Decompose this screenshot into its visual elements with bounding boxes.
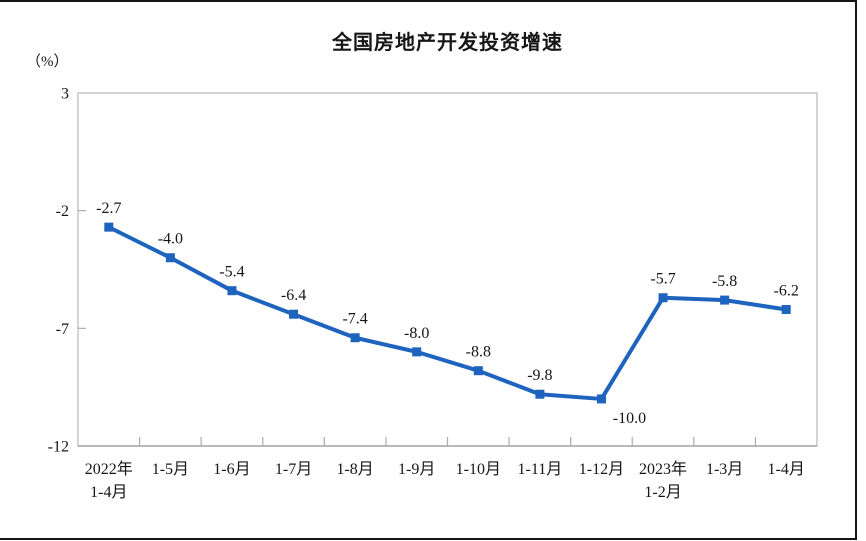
- data-point-marker: [165, 253, 175, 263]
- data-point-marker: [104, 222, 114, 232]
- x-tick-label: 1-4月: [90, 484, 127, 501]
- x-tick-label: 2023年: [639, 460, 687, 478]
- data-point-marker: [781, 305, 791, 315]
- data-point-marker: [596, 394, 606, 404]
- x-tick-label: 1-9月: [398, 461, 435, 478]
- y-axis-unit-label: （%）: [26, 54, 69, 70]
- x-tick-label: 1-4月: [768, 461, 805, 478]
- x-tick-label: 1-2月: [644, 484, 681, 501]
- x-tick-label: 1-12月: [579, 461, 624, 478]
- data-label: -5.8: [712, 273, 737, 290]
- x-tick-label: 1-7月: [275, 461, 312, 478]
- x-tick-label: 1-3月: [706, 461, 743, 478]
- x-tick-label: 1-5月: [152, 461, 189, 478]
- x-tick-label: 2022年: [85, 460, 133, 478]
- data-label: -4.0: [158, 231, 183, 248]
- data-point-marker: [720, 295, 730, 305]
- y-tick-label: 3: [61, 86, 69, 103]
- data-label: -10.0: [613, 410, 646, 427]
- data-point-marker: [412, 347, 422, 357]
- y-tick-label: -7: [56, 321, 69, 338]
- data-point-marker: [227, 286, 237, 296]
- x-tick-label: 1-6月: [213, 461, 250, 478]
- x-tick-label: 1-8月: [336, 461, 373, 478]
- data-label: -6.4: [281, 287, 306, 304]
- data-point-marker: [535, 389, 545, 399]
- data-label: -8.0: [404, 325, 429, 342]
- data-point-marker: [350, 333, 360, 343]
- chart-title: 全国房地产开发投资增速: [332, 32, 563, 54]
- data-point-marker: [289, 309, 299, 319]
- data-point-marker: [658, 293, 668, 303]
- data-label: -9.8: [527, 367, 552, 384]
- x-tick-label: 1-11月: [518, 461, 563, 478]
- series-line: [106, 225, 789, 401]
- data-label: -2.7: [96, 200, 121, 217]
- data-label: -5.7: [650, 271, 675, 288]
- data-label: -5.4: [219, 264, 244, 281]
- data-point-marker: [473, 366, 483, 376]
- y-tick-label: -2: [56, 203, 69, 220]
- x-tick-label: 1-10月: [456, 461, 501, 478]
- y-tick-label: -12: [48, 439, 69, 456]
- data-label: -7.4: [342, 311, 367, 328]
- data-label: -8.8: [466, 344, 491, 361]
- data-label: -6.2: [774, 283, 799, 300]
